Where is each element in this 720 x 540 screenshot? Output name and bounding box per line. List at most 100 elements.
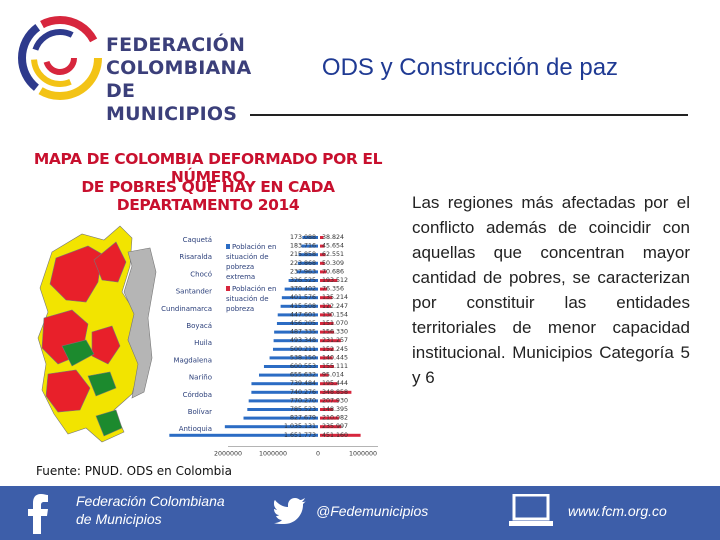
facebook-link[interactable]: Federación Colombiana de Municipios bbox=[76, 493, 225, 527]
bar-extreme-label: 50.309 bbox=[322, 260, 344, 267]
bar-extreme bbox=[320, 304, 332, 308]
legend-extreme-line3: pobreza bbox=[226, 305, 254, 313]
facebook-icon[interactable] bbox=[26, 494, 50, 534]
bar-poverty-label: 493.348 bbox=[290, 337, 316, 344]
department-label: Nariño bbox=[189, 374, 212, 382]
poverty-map-figure: MAPA DE COLOMBIA DEFORMADO POR EL NÚMERO… bbox=[32, 142, 384, 460]
chart-legend: Población en situación de pobreza extrem… bbox=[226, 243, 276, 313]
twitter-handle-link[interactable]: @Fedemunicipios bbox=[316, 503, 429, 519]
bar-poverty-label: 600.553 bbox=[290, 363, 316, 370]
bar-extreme-label: 155.111 bbox=[322, 363, 348, 370]
bar-extreme bbox=[320, 433, 361, 437]
bar-poverty bbox=[276, 322, 318, 325]
bar-extreme bbox=[320, 416, 339, 420]
bar-extreme-label: 195.444 bbox=[322, 380, 348, 387]
bar-poverty bbox=[251, 382, 318, 386]
bar-poverty bbox=[274, 330, 318, 334]
bar-extreme-label: 45.654 bbox=[322, 243, 344, 250]
bar-extreme bbox=[320, 425, 342, 429]
x-tick-label: 2000000 bbox=[214, 450, 242, 457]
department-label: Huila bbox=[194, 339, 212, 347]
department-label: Antioquia bbox=[179, 425, 212, 433]
department-label: Cundinamarca bbox=[161, 305, 212, 313]
bar-poverty bbox=[284, 287, 318, 291]
department-label: Magdalena bbox=[174, 356, 212, 364]
logo-line: FEDERACIÓN bbox=[106, 34, 246, 56]
legend-poverty-line1: Población en bbox=[232, 243, 276, 251]
bar-poverty bbox=[280, 304, 318, 308]
bar-poverty bbox=[224, 425, 318, 429]
bar-poverty-label: 1.035.131 bbox=[284, 423, 316, 430]
bar-extreme-label: 207.930 bbox=[322, 397, 348, 404]
bar-poverty-label: 655.632 bbox=[290, 372, 316, 379]
bar-extreme-label: 451.160 bbox=[322, 432, 348, 439]
figure-title-line2: DE POBRES QUE HAY EN CADA DEPARTAMENTO 2… bbox=[81, 178, 335, 214]
bar-poverty-label: 487.335 bbox=[290, 329, 316, 336]
bar-poverty-label: 538.150 bbox=[290, 354, 316, 361]
bar-extreme bbox=[320, 408, 334, 411]
bar-poverty bbox=[263, 365, 318, 368]
bar-extreme bbox=[320, 330, 335, 334]
bar-extreme bbox=[320, 296, 333, 300]
legend-poverty-line2: situación de bbox=[226, 253, 269, 261]
bar-extreme bbox=[320, 287, 327, 291]
bar-poverty bbox=[298, 253, 318, 257]
source-note: Fuente: PNUD. ODS en Colombia bbox=[36, 464, 232, 478]
website-link[interactable]: www.fcm.org.co bbox=[568, 503, 667, 519]
bar-extreme bbox=[320, 382, 338, 386]
department-label: Caquetá bbox=[183, 236, 212, 244]
bar-chart bbox=[169, 236, 361, 437]
bar-poverty-label: 827.679 bbox=[290, 415, 316, 422]
bar-extreme bbox=[320, 236, 324, 239]
body-paragraph: Las regiones más afectadas por el confli… bbox=[412, 193, 690, 387]
bar-extreme-label: 130.154 bbox=[322, 311, 348, 318]
bar-poverty bbox=[251, 390, 318, 394]
bar-extreme bbox=[320, 356, 333, 360]
bar-extreme bbox=[320, 253, 326, 257]
bar-poverty-label: 401.576 bbox=[290, 294, 316, 301]
bar-poverty-label: 1.651.773 bbox=[284, 432, 316, 439]
bar-extreme-label: 76.356 bbox=[322, 286, 344, 293]
department-label: Risaralda bbox=[179, 253, 212, 261]
figure-title-line1: MAPA DE COLOMBIA DEFORMADO POR EL NÚMERO bbox=[33, 150, 383, 186]
bar-poverty bbox=[296, 270, 318, 274]
fcm-logo: FEDERACIÓN COLOMBIANA DE MUNICIPIOS bbox=[14, 14, 251, 125]
legend-swatch-poverty bbox=[226, 244, 230, 249]
legend-extreme-line0: extrema bbox=[226, 273, 255, 281]
bar-extreme bbox=[320, 390, 352, 394]
bar-extreme-label: 135.214 bbox=[322, 294, 348, 301]
bar-extreme bbox=[320, 365, 334, 368]
bar-poverty bbox=[169, 433, 318, 437]
fcm-logo-swirl-icon bbox=[18, 16, 102, 100]
bar-poverty-label: 740.276 bbox=[290, 389, 316, 396]
logo-line: COLOMBIANA bbox=[106, 57, 252, 79]
bar-extreme bbox=[320, 279, 338, 282]
title-divider bbox=[250, 114, 688, 116]
bar-poverty-label: 215.858 bbox=[290, 251, 316, 258]
legend-swatch-extreme bbox=[226, 286, 230, 291]
bar-poverty-label: 739.484 bbox=[290, 380, 316, 387]
bar-extreme-label: 38.824 bbox=[322, 234, 344, 241]
bar-extreme bbox=[320, 313, 332, 317]
bar-extreme-label: 231.257 bbox=[322, 337, 348, 344]
bar-extreme-label: 70.686 bbox=[322, 268, 344, 275]
bar-extreme bbox=[320, 270, 327, 274]
bar-extreme bbox=[320, 373, 329, 377]
bar-extreme-label: 156.330 bbox=[322, 329, 348, 336]
bar-extreme bbox=[320, 347, 334, 351]
bar-poverty bbox=[301, 244, 318, 248]
bar-poverty-label: 173.088 bbox=[290, 234, 316, 241]
bar-poverty bbox=[288, 279, 318, 282]
bar-poverty-label: 770.270 bbox=[290, 397, 316, 404]
bar-extreme-label: 235.997 bbox=[322, 423, 348, 430]
bar-extreme-label: 210.082 bbox=[322, 415, 348, 422]
legend-extreme-line2: situación de bbox=[226, 295, 269, 303]
bar-extreme bbox=[320, 322, 334, 325]
bar-extreme-label: 348.858 bbox=[322, 389, 348, 396]
bar-extreme-label: 152.245 bbox=[322, 346, 348, 353]
bar-extreme-label: 62.551 bbox=[322, 251, 344, 258]
bar-poverty-label: 500.211 bbox=[290, 346, 316, 353]
bar-poverty bbox=[277, 313, 318, 317]
twitter-icon[interactable] bbox=[274, 498, 306, 524]
